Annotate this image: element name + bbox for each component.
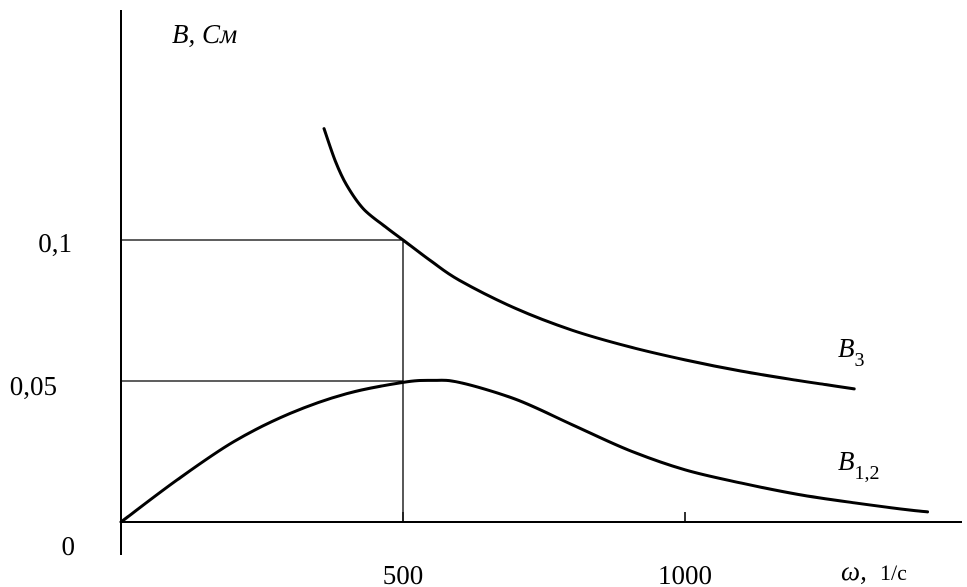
series-label-1: B1,2 (838, 446, 880, 484)
x-axis-unit: 1/с (880, 560, 907, 585)
text-labels: 500 1000 0 0,05 0,1 B3 B1,2 (10, 228, 880, 587)
x-tick-label-0: 500 (383, 560, 424, 587)
y-tick-label-1: 0,05 (10, 371, 57, 401)
curve-b12 (119, 378, 930, 524)
x-tick-label-1: 1000 (658, 560, 712, 587)
x-tick-marks (402, 512, 686, 522)
curves (119, 127, 930, 524)
series-label-0: B3 (838, 333, 865, 371)
curve-b3 (322, 127, 856, 391)
y-tick-label-2: 0,1 (38, 228, 72, 258)
x-axis-title: ω, (841, 556, 867, 586)
guide-lines (121, 239, 404, 522)
y-axis-title: В, См (172, 19, 237, 49)
y-tick-label-0: 0 (62, 531, 76, 561)
